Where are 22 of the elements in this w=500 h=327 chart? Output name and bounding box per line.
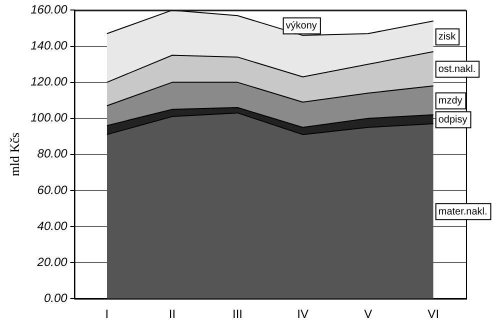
y-tick-label: 140.00	[30, 38, 68, 53]
y-tick-label: 120.00	[30, 74, 68, 89]
y-tick-label: 20.00	[36, 254, 68, 269]
x-tick-label: II	[168, 307, 176, 322]
x-tick-label: III	[232, 307, 243, 322]
y-tick-label: 60.00	[37, 182, 68, 197]
x-tick-label: VI	[428, 307, 440, 322]
y-tick-label: 0.00	[44, 290, 68, 305]
legend-label: odpisy	[438, 114, 468, 126]
y-tick-label: 100.00	[30, 110, 68, 125]
series-label: zisk	[438, 32, 457, 43]
series-label: mater.nakl.	[438, 206, 488, 218]
series-label: mzdy	[438, 96, 462, 107]
series-label: ost.nakl.	[438, 64, 476, 76]
y-tick-label: 40.00	[37, 218, 68, 233]
y-axis-title: mld Kčs	[7, 132, 22, 176]
x-tick-label: IV	[297, 307, 308, 322]
x-tick-label: V	[364, 307, 372, 322]
y-tick-label: 160.00	[30, 2, 68, 17]
x-tick-label: I	[105, 307, 109, 322]
annotation: výkony	[286, 20, 317, 32]
y-tick-label: 80.00	[37, 146, 68, 161]
